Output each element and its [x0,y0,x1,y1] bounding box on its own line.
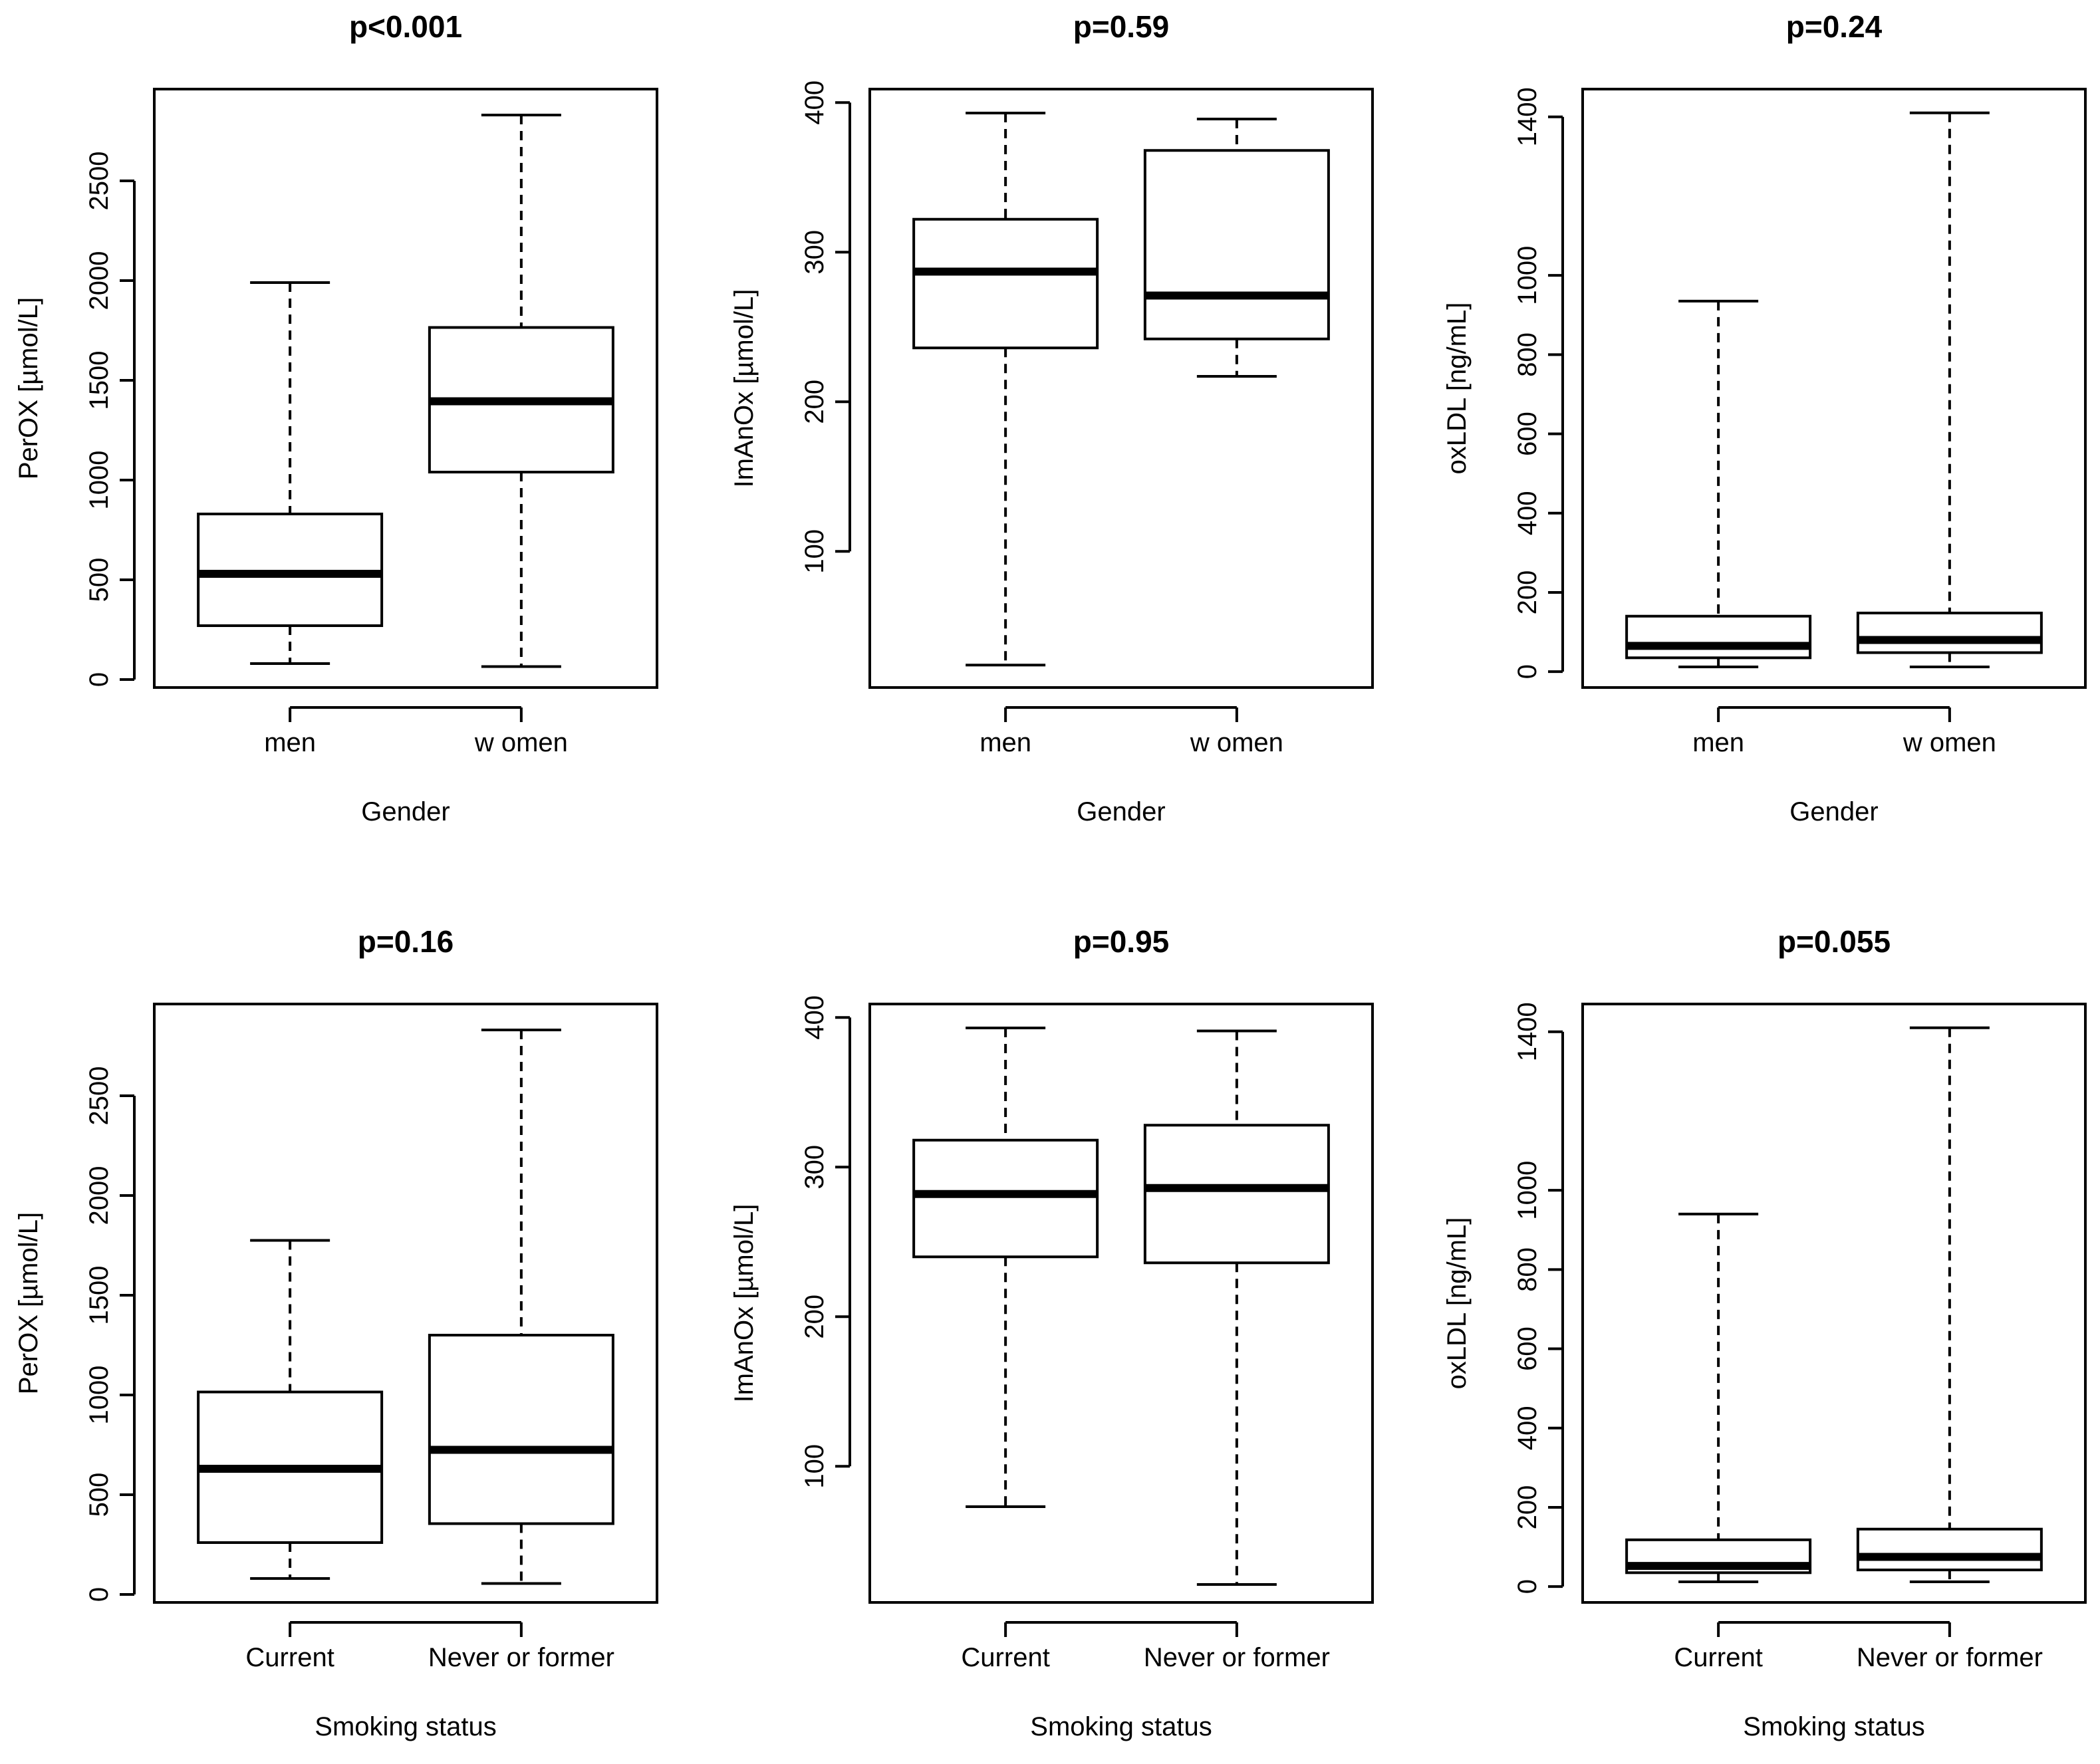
y-tick-label: 0 [1513,1579,1542,1594]
y-tick-label: 500 [84,558,114,602]
y-tick-label: 800 [1513,1247,1542,1292]
x-category-label: Never or former [428,1643,614,1672]
x-category-label: Current [961,1643,1049,1672]
y-tick-label: 0 [1513,664,1542,679]
x-category-label: men [980,728,1031,757]
box-1 [197,281,384,665]
plot-frame [1581,1003,2087,1604]
box-2 [1856,1026,2043,1584]
x-axis-label: Gender [361,797,450,826]
y-tick-label: 200 [800,380,829,424]
y-axis-label: PerOX [µmol/L] [14,1212,43,1394]
x-category-label: Current [245,1643,334,1672]
y-axis-label: PerOX [µmol/L] [14,297,43,479]
box-2 [428,1029,614,1585]
y-tick-label: 300 [800,230,829,275]
x-axis-label: Gender [1077,797,1165,826]
box-1 [197,1239,384,1580]
y-tick-label: 200 [1513,570,1542,615]
iqr-box [428,1334,614,1525]
y-tick-label: 600 [1513,1326,1542,1371]
iqr-box [912,1138,1099,1259]
y-tick-label: 400 [1513,491,1542,535]
y-axis-label: oxLDL [ng/mL] [1442,303,1472,475]
iqr-box [912,217,1099,350]
box-1 [1625,1212,1812,1584]
x-axis-label: Smoking status [1030,1712,1212,1741]
panel-1: p<0.001 0 500 1000 1500 2000 2500 PerOX [µmol/L… [14,9,658,826]
iqr-box [1143,149,1330,340]
y-tick-label: 200 [800,1295,829,1339]
x-category-label: Current [1674,1643,1762,1672]
plot-frame [868,88,1374,689]
y-axis-label: ImAnOx [µmol/L] [729,1204,759,1403]
panel-6: p=0.055 0 200 400 600 800 1000 1400 oxLDL [ng/mL… [1442,924,2087,1741]
x-category-label: w omen [474,728,568,757]
y-axis-label: ImAnOx [µmol/L] [729,289,759,488]
plot-frame [153,88,658,689]
y-tick-label: 1500 [84,351,114,410]
iqr-box [1856,1527,2043,1572]
y-tick-label: 1400 [1513,87,1542,146]
x-axis-label: Smoking status [315,1712,496,1741]
y-tick-label: 400 [800,995,829,1040]
y-tick-label: 1400 [1513,1002,1542,1061]
x-category-label: w omen [1903,728,1996,757]
y-tick-label: 800 [1513,332,1542,377]
panel-3: p=0.24 0 200 400 600 800 1000 1400 oxLDL [ng/mL]… [1442,9,2087,826]
y-tick-label: 0 [84,1587,114,1602]
y-tick-label: 1000 [84,1366,114,1425]
panel-title: p<0.001 [349,9,462,44]
y-tick-label: 1500 [84,1266,114,1325]
y-tick-label: 400 [1513,1406,1542,1450]
y-tick-label: 2500 [84,1067,114,1126]
x-category-label: w omen [1190,728,1283,757]
box-1 [912,112,1099,667]
box-1 [1625,299,1812,669]
box-2 [428,114,614,668]
iqr-box [1143,1124,1330,1265]
y-axis-label: oxLDL [ng/mL] [1442,1217,1472,1390]
panel-2: p=0.59 100 200 300 400 ImAnOx [µmol/L] men w om… [729,9,1374,826]
y-tick-label: 1000 [84,451,114,510]
panel-title: p=0.95 [1073,924,1170,959]
y-tick-label: 2000 [84,1166,114,1225]
x-category-label: men [264,728,316,757]
x-category-label: Never or former [1857,1643,2043,1672]
y-tick-label: 100 [800,529,829,574]
y-tick-label: 2000 [84,251,114,311]
x-axis-label: Gender [1789,797,1878,826]
plot-frame [1581,88,2087,689]
y-tick-label: 0 [84,672,114,687]
box-2 [1143,118,1330,378]
y-tick-label: 600 [1513,412,1542,456]
panel-4: p=0.16 0 500 1000 1500 2000 2500 PerOX [µmol/L]… [14,924,658,1741]
panel-5: p=0.95 100 200 300 400 ImAnOx [µmol/L] Current… [729,924,1374,1741]
y-tick-label: 400 [800,80,829,125]
y-tick-label: 200 [1513,1485,1542,1530]
y-tick-label: 1000 [1513,1161,1542,1220]
box-2 [1856,111,2043,669]
y-tick-label: 1000 [1513,246,1542,305]
x-category-label: Never or former [1144,1643,1330,1672]
plot-frame [153,1003,658,1604]
iqr-box [1625,614,1812,660]
y-tick-label: 500 [84,1473,114,1517]
x-category-label: men [1692,728,1744,757]
y-tick-label: 100 [800,1444,829,1489]
x-axis-label: Smoking status [1743,1712,1924,1741]
panel-title: p=0.59 [1073,9,1170,44]
iqr-box [1856,611,2043,654]
box-1 [912,1027,1099,1508]
y-tick-label: 2500 [84,152,114,211]
plot-frame [868,1003,1374,1604]
panel-title: p=0.24 [1786,9,1883,44]
panel-title: p=0.055 [1777,924,1891,959]
box-2 [1143,1029,1330,1586]
y-tick-label: 300 [800,1145,829,1190]
panel-title: p=0.16 [358,924,454,959]
